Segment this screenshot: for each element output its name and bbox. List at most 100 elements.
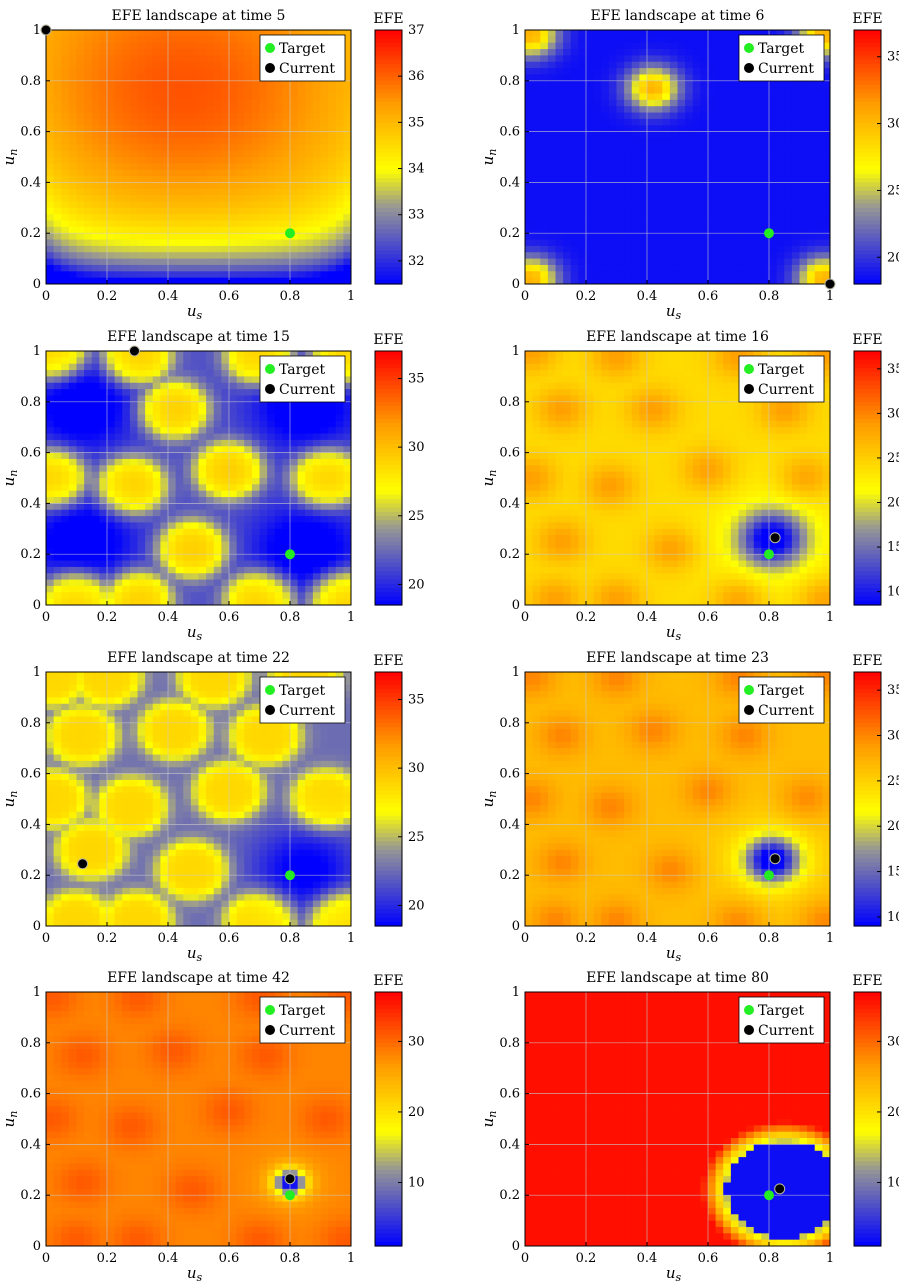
heatmap-cell	[290, 99, 299, 107]
heatmap-cell	[715, 30, 724, 37]
heatmap-cell	[616, 264, 625, 272]
heatmap-cell	[175, 376, 184, 384]
heatmap-cell	[244, 277, 253, 285]
heatmap-cell	[99, 30, 108, 37]
heatmap-cell	[570, 144, 579, 152]
heatmap-cell	[236, 541, 245, 549]
heatmap-cell	[198, 522, 207, 530]
heatmap-cell	[53, 163, 62, 171]
heatmap-cell	[297, 585, 306, 593]
heatmap-cell	[145, 401, 154, 409]
heatmap-cell	[99, 188, 108, 196]
heatmap-cell	[122, 157, 131, 164]
heatmap-cell	[160, 220, 169, 228]
heatmap-cell	[114, 471, 123, 479]
heatmap-cell	[244, 420, 253, 428]
heatmap-cell	[776, 277, 785, 285]
heatmap-cell	[251, 220, 261, 228]
heatmap-cell	[91, 201, 100, 209]
heatmap-cell	[312, 207, 322, 215]
heatmap-cell	[206, 80, 215, 88]
heatmap-cell	[578, 220, 587, 228]
heatmap-cell	[715, 80, 724, 88]
heatmap-cell	[84, 376, 93, 384]
heatmap-cell	[525, 61, 534, 69]
heatmap-cell	[244, 452, 253, 460]
colorbar-band	[854, 182, 881, 188]
heatmap-cell	[46, 36, 55, 44]
heatmap-cell	[297, 592, 306, 600]
heatmap-cell	[175, 239, 184, 247]
heatmap-cell	[753, 220, 762, 228]
heatmap-cell	[198, 503, 207, 511]
colorbar-tick-label: 32	[408, 254, 425, 269]
heatmap-cell	[753, 144, 762, 152]
heatmap-cell	[244, 87, 253, 94]
heatmap-cell	[274, 207, 283, 215]
heatmap-cell	[229, 258, 238, 266]
heatmap-cell	[282, 220, 291, 228]
heatmap-cell	[61, 547, 70, 555]
heatmap-cell	[335, 516, 344, 523]
heatmap-cell	[647, 131, 656, 139]
heatmap-cell	[570, 42, 579, 50]
heatmap-cell	[251, 150, 261, 158]
heatmap-cell	[761, 99, 770, 107]
heatmap-cell	[221, 484, 230, 492]
heatmap-cell	[784, 80, 793, 88]
heatmap-cell	[175, 106, 184, 114]
heatmap-cell	[129, 465, 139, 473]
heatmap-cell	[114, 271, 123, 279]
heatmap-cell	[267, 188, 276, 196]
heatmap-cell	[601, 74, 610, 82]
heatmap-cell	[259, 554, 268, 562]
heatmap-cell	[282, 420, 291, 428]
heatmap-cell	[68, 74, 78, 82]
heatmap-cell	[320, 157, 329, 164]
heatmap-cell	[145, 201, 154, 209]
heatmap-cell	[708, 277, 717, 285]
heatmap-cell	[190, 125, 200, 133]
heatmap-cell	[608, 106, 618, 114]
heatmap-cell	[251, 99, 261, 107]
heatmap-cell	[175, 42, 184, 50]
heatmap-cell	[221, 401, 230, 409]
heatmap-cell	[624, 195, 633, 202]
heatmap-cell	[730, 277, 740, 285]
heatmap-cell	[328, 471, 337, 479]
heatmap-cell	[244, 106, 253, 114]
heatmap-cell	[206, 182, 215, 190]
colorbar-band	[375, 271, 402, 277]
heatmap-cell	[791, 245, 801, 253]
heatmap-cell	[145, 195, 154, 202]
heatmap-cell	[320, 239, 329, 247]
heatmap-cell	[114, 363, 123, 371]
heatmap-cell	[76, 452, 85, 460]
heatmap-cell	[335, 522, 344, 530]
heatmap-cell	[746, 137, 755, 145]
heatmap-cell	[784, 214, 793, 221]
heatmap-cell	[335, 245, 344, 253]
heatmap-cell	[723, 87, 732, 94]
heatmap-cell	[259, 214, 268, 221]
heatmap-cell	[183, 560, 192, 568]
heatmap-cell	[145, 233, 154, 241]
heatmap-cell	[267, 207, 276, 215]
heatmap-cell	[593, 55, 602, 63]
heatmap-cell	[61, 579, 70, 587]
heatmap-cell	[807, 207, 816, 215]
heatmap-cell	[647, 68, 656, 75]
heatmap-cell	[259, 471, 268, 479]
heatmap-cell	[137, 490, 146, 498]
heatmap-cell	[335, 264, 344, 272]
heatmap-cell	[328, 118, 337, 126]
heatmap-cell	[267, 560, 276, 568]
heatmap-cell	[129, 389, 139, 396]
heatmap-cell	[46, 112, 55, 120]
heatmap-cell	[175, 465, 184, 473]
heatmap-cell	[312, 414, 322, 422]
heatmap-cell	[784, 195, 793, 202]
heatmap-cell	[84, 55, 93, 63]
heatmap-cell	[312, 258, 322, 266]
heatmap-cell	[76, 169, 85, 177]
